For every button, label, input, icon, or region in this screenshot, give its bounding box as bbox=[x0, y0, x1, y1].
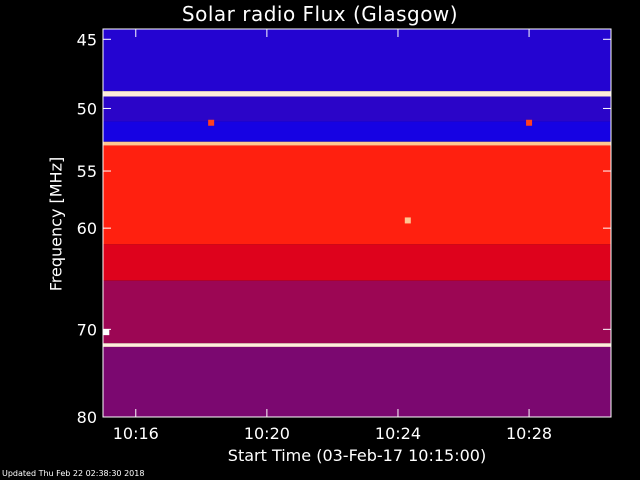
frequency-band bbox=[103, 121, 611, 142]
y-tick-label: 55 bbox=[77, 162, 97, 181]
frequency-band bbox=[103, 145, 611, 245]
burst-mark bbox=[404, 217, 411, 224]
frequency-band bbox=[103, 343, 611, 347]
x-tick-label: 10:16 bbox=[113, 424, 159, 443]
frequency-band bbox=[103, 280, 611, 344]
axes: 45 50 55 60 70 80 10:16 10:20 10:24 10:28 bbox=[77, 29, 611, 443]
y-tick-label: 70 bbox=[77, 320, 97, 339]
x-tick-label: 10:24 bbox=[375, 424, 421, 443]
x-tick-label: 10:28 bbox=[506, 424, 552, 443]
x-tick-label: 10:20 bbox=[244, 424, 290, 443]
frequency-band bbox=[103, 141, 611, 146]
y-tick-label: 45 bbox=[77, 30, 97, 49]
updated-timestamp: Updated Thu Feb 22 02:38:30 2018 bbox=[2, 469, 145, 478]
y-tick-label: 80 bbox=[77, 408, 97, 427]
burst-mark bbox=[208, 119, 215, 126]
y-tick-label: 50 bbox=[77, 99, 97, 118]
burst-mark bbox=[526, 119, 533, 126]
spectrogram-image bbox=[103, 29, 611, 417]
frequency-band bbox=[103, 96, 611, 122]
frequency-band bbox=[103, 91, 611, 97]
chart-title: Solar radio Flux (Glasgow) bbox=[181, 2, 459, 26]
x-axis-label: Start Time (03-Feb-17 10:15:00) bbox=[227, 446, 487, 465]
frequency-band bbox=[103, 29, 611, 92]
plot-frame bbox=[102, 28, 612, 418]
y-tick-label: 60 bbox=[77, 219, 97, 238]
burst-mark bbox=[103, 329, 110, 336]
frequency-band bbox=[103, 346, 611, 417]
frequency-band bbox=[103, 244, 611, 281]
